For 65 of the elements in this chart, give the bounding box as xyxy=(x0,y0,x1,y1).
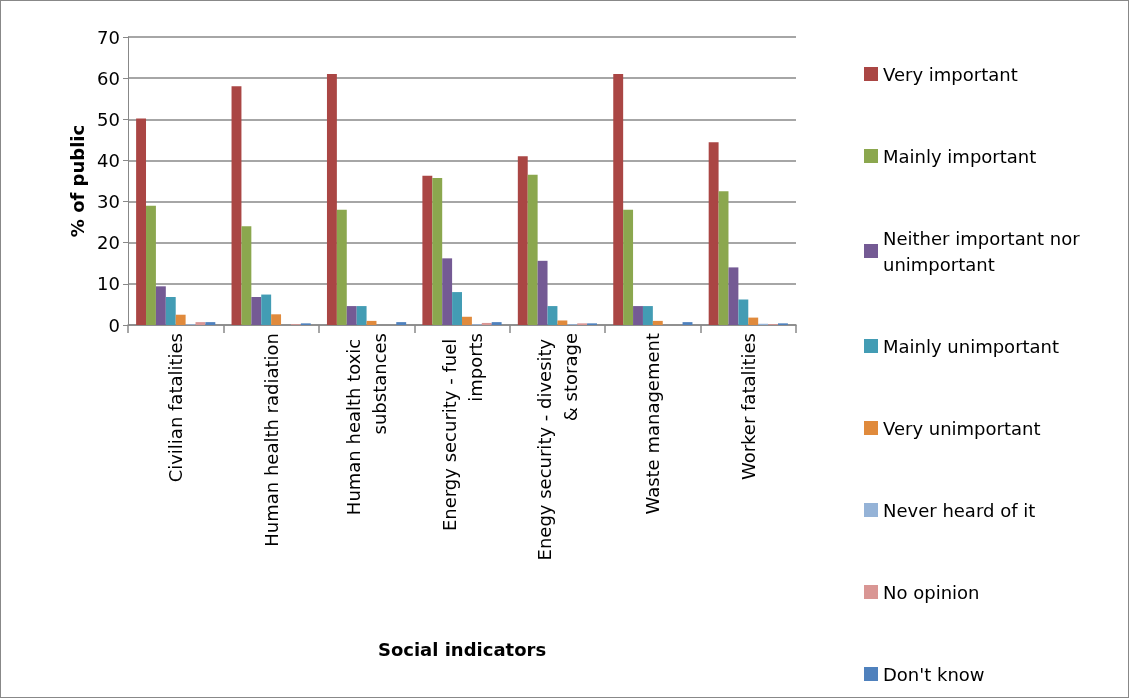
bar xyxy=(537,260,548,325)
y-tick-label: 10 xyxy=(97,273,120,295)
bar xyxy=(165,297,176,325)
bar xyxy=(527,174,538,325)
bar xyxy=(481,322,492,325)
y-tick-label: 60 xyxy=(97,67,120,89)
bar xyxy=(642,306,653,325)
bar xyxy=(557,320,568,325)
bar xyxy=(452,292,462,325)
bar xyxy=(396,322,407,325)
bar xyxy=(346,306,357,325)
bar xyxy=(517,156,528,325)
bar xyxy=(205,322,216,325)
bar xyxy=(491,322,502,325)
legend-label: No opinion xyxy=(883,581,980,603)
bar xyxy=(195,322,206,325)
x-tick-label: Enegy security - divesity & storage xyxy=(533,333,581,561)
bar xyxy=(136,118,147,325)
y-tick-label: 40 xyxy=(97,149,120,171)
bar xyxy=(738,299,749,325)
bar xyxy=(146,205,156,325)
bar xyxy=(251,297,262,325)
bar xyxy=(155,286,166,325)
bar xyxy=(748,317,759,325)
bar xyxy=(652,320,663,325)
y-tick-label: 70 xyxy=(97,26,120,48)
bar xyxy=(462,316,472,325)
x-tick-label: Waste management xyxy=(642,333,664,515)
bar xyxy=(432,178,443,325)
bar xyxy=(613,74,624,325)
legend-label: Neither important nor unimportant xyxy=(883,227,1086,275)
x-axis-title: Social indicators xyxy=(377,638,547,660)
legend-label: Mainly important xyxy=(883,145,1037,167)
bar xyxy=(356,306,367,325)
legend-label: Very unimportant xyxy=(883,417,1041,439)
x-tick-label: Energy security - fuel imports xyxy=(438,333,486,532)
y-tick-label: 30 xyxy=(97,191,120,213)
legend-label: Very important xyxy=(883,63,1018,85)
bar xyxy=(718,191,729,325)
y-axis-title: % of public xyxy=(66,124,88,238)
bar xyxy=(728,267,739,325)
y-tick-label: 20 xyxy=(97,232,120,254)
bar xyxy=(231,86,242,325)
bar xyxy=(261,294,272,325)
bar xyxy=(708,142,719,325)
bar xyxy=(175,314,186,325)
x-tick-label: Human health radiation xyxy=(260,333,282,547)
bar xyxy=(336,209,347,325)
y-tick-label: 50 xyxy=(97,108,120,130)
bar xyxy=(241,226,252,325)
legend-label: Mainly unimportant xyxy=(883,335,1060,357)
bar xyxy=(547,306,558,325)
x-tick-label: Worker fatalities xyxy=(737,333,759,481)
x-tick-label: Human health toxic substances xyxy=(343,333,391,516)
bar xyxy=(442,258,453,325)
bar xyxy=(326,74,337,325)
x-tick-label: Civilian fatalities xyxy=(165,333,187,483)
bar xyxy=(271,314,282,325)
legend-label: Don't know xyxy=(883,663,985,685)
y-tick-label: 0 xyxy=(108,314,120,336)
bar xyxy=(422,175,433,325)
bar xyxy=(682,322,693,325)
bar xyxy=(623,209,634,325)
legend-label: Never heard of it xyxy=(883,499,1036,521)
bar xyxy=(633,306,643,325)
